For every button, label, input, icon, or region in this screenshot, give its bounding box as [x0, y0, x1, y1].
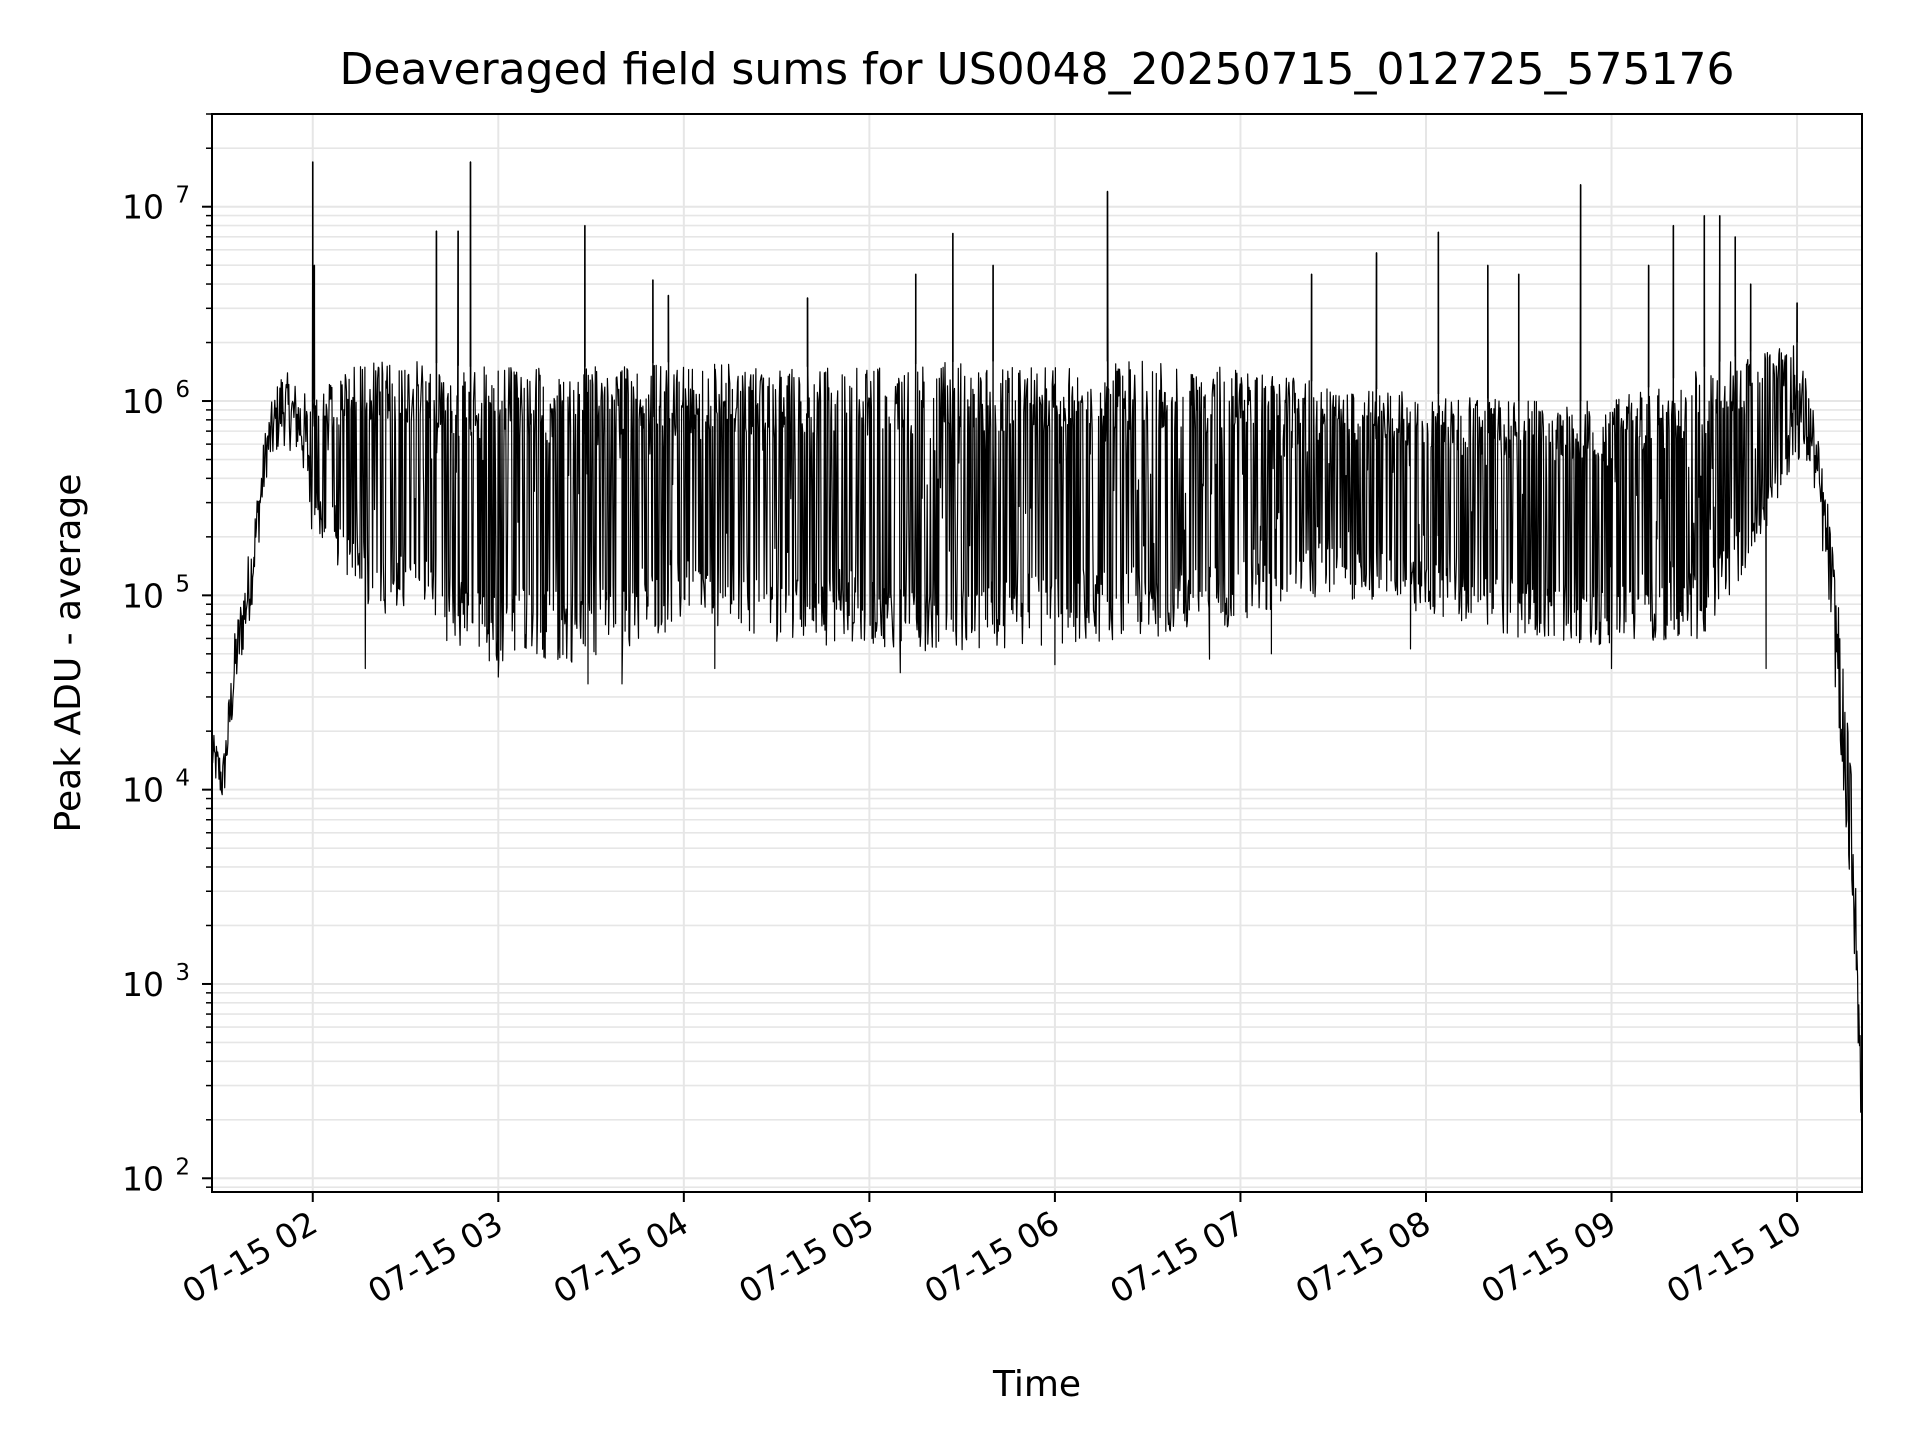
- x-axis-ticks: 07-15 02 07-15 03 07-15 04 07-15 05 07-15 06…: [176, 1192, 1808, 1311]
- x-tick-label: 07-15 06: [918, 1203, 1066, 1311]
- x-tick-label: 07-15 08: [1289, 1203, 1437, 1311]
- y-tick-label: 10: [122, 188, 164, 227]
- y-tick-label: 10: [122, 576, 164, 615]
- y-tick-label: 10: [122, 382, 164, 421]
- y-tick-exponent: 2: [175, 1154, 190, 1180]
- x-tick-label: 07-15 07: [1103, 1203, 1251, 1311]
- y-tick-exponent: 4: [175, 766, 190, 792]
- y-tick-label: 10: [122, 1159, 164, 1198]
- y-tick-exponent: 6: [175, 377, 190, 403]
- plot-frame: [211, 113, 1863, 1193]
- x-tick-label: 07-15 04: [547, 1203, 695, 1311]
- grid-lines: [212, 113, 1862, 1192]
- y-tick-label: 10: [122, 965, 164, 1004]
- x-axis-title: Time: [992, 1364, 1081, 1405]
- data-series: [211, 161, 1863, 1126]
- chart-title: Deaveraged field sums for US0048_2025071…: [340, 44, 1735, 95]
- y-axis-ticks: 10 2 10 3 10 4 10 5 10 6 10 7: [122, 113, 212, 1198]
- y-tick-exponent: 5: [175, 571, 190, 597]
- y-tick-label: 10: [122, 771, 164, 810]
- y-axis-title: Peak ADU - average: [48, 474, 89, 833]
- x-tick-label: 07-15 03: [361, 1203, 509, 1311]
- y-tick-exponent: 7: [175, 183, 190, 209]
- y-tick-exponent: 3: [175, 960, 190, 986]
- x-tick-label: 07-15 05: [732, 1203, 880, 1311]
- x-tick-label: 07-15 02: [176, 1203, 324, 1311]
- x-tick-label: 07-15 09: [1474, 1203, 1622, 1311]
- x-tick-label: 07-15 10: [1660, 1203, 1808, 1311]
- series-line: [211, 161, 1863, 1126]
